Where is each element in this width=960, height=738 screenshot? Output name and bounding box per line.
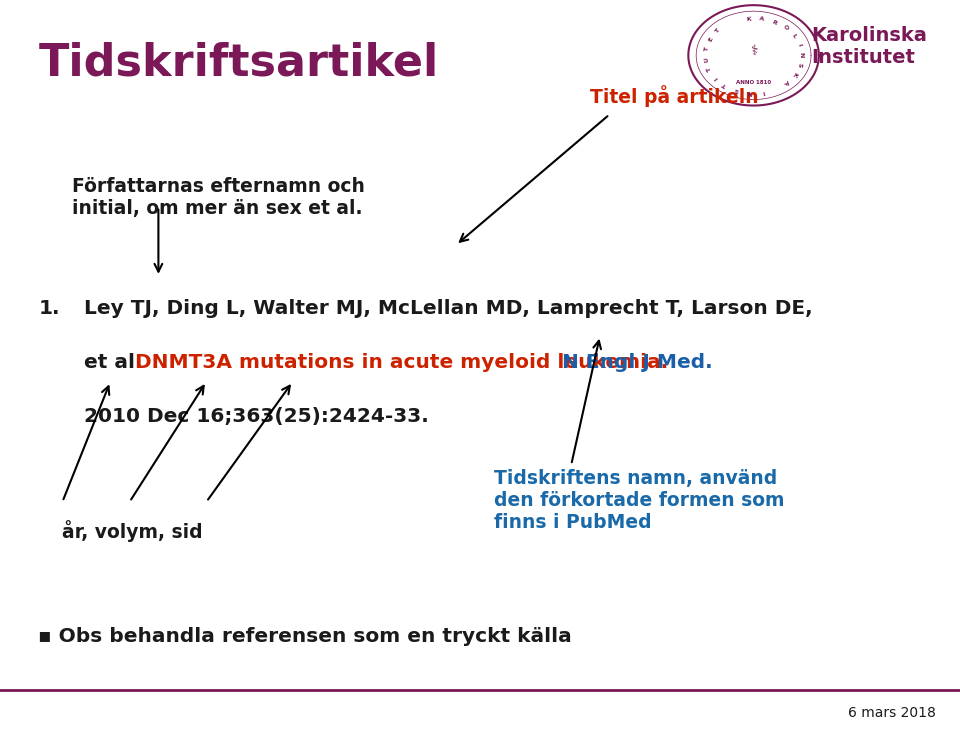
Text: I: I (713, 75, 719, 80)
Text: E: E (708, 37, 713, 43)
Text: 2010 Dec 16;363(25):2424-33.: 2010 Dec 16;363(25):2424-33. (84, 407, 429, 426)
Text: Tidskriftsartikel: Tidskriftsartikel (38, 42, 439, 85)
Text: ANNO 1810: ANNO 1810 (736, 80, 771, 86)
Text: I: I (797, 43, 802, 46)
Text: N: N (799, 52, 804, 58)
Text: T: T (704, 47, 709, 52)
Text: år, volym, sid: år, volym, sid (62, 520, 203, 542)
Text: 1.: 1. (38, 299, 60, 318)
Text: ▪ Obs behandla referensen som en tryckt källa: ▪ Obs behandla referensen som en tryckt … (38, 627, 572, 646)
Text: U: U (704, 57, 709, 62)
Text: Karolinska
Institutet: Karolinska Institutet (811, 26, 927, 67)
Text: T: T (723, 82, 729, 89)
Text: ⚕: ⚕ (750, 44, 757, 58)
Text: Ley TJ, Ding L, Walter MJ, McLellan MD, Lamprecht T, Larson DE,: Ley TJ, Ding L, Walter MJ, McLellan MD, … (84, 299, 813, 318)
Text: Tidskriftens namn, använd
den förkortade formen som
finns i PubMed: Tidskriftens namn, använd den förkortade… (494, 469, 785, 531)
Text: Titel på artikeln: Titel på artikeln (590, 85, 759, 107)
Text: O: O (781, 24, 789, 32)
Text: S: S (797, 62, 803, 68)
Text: N: N (747, 89, 753, 94)
Text: DNMT3A mutations in acute myeloid leukemia.: DNMT3A mutations in acute myeloid leukem… (135, 353, 668, 372)
Text: T: T (714, 28, 721, 35)
Text: 6 mars 2018: 6 mars 2018 (848, 706, 936, 720)
Text: R: R (771, 19, 778, 26)
Text: S: S (734, 86, 740, 93)
Text: N Engl J Med.: N Engl J Med. (555, 353, 712, 372)
Text: L: L (791, 32, 797, 39)
Text: Författarnas efternamn och
initial, om mer än sex et al.: Författarnas efternamn och initial, om m… (72, 177, 365, 218)
Text: A: A (782, 78, 790, 86)
Text: K: K (791, 71, 798, 77)
Text: et al.: et al. (84, 353, 150, 372)
Text: I: I (761, 89, 765, 94)
Text: A: A (759, 16, 765, 22)
Text: T: T (707, 66, 712, 72)
Text: K: K (746, 16, 752, 21)
